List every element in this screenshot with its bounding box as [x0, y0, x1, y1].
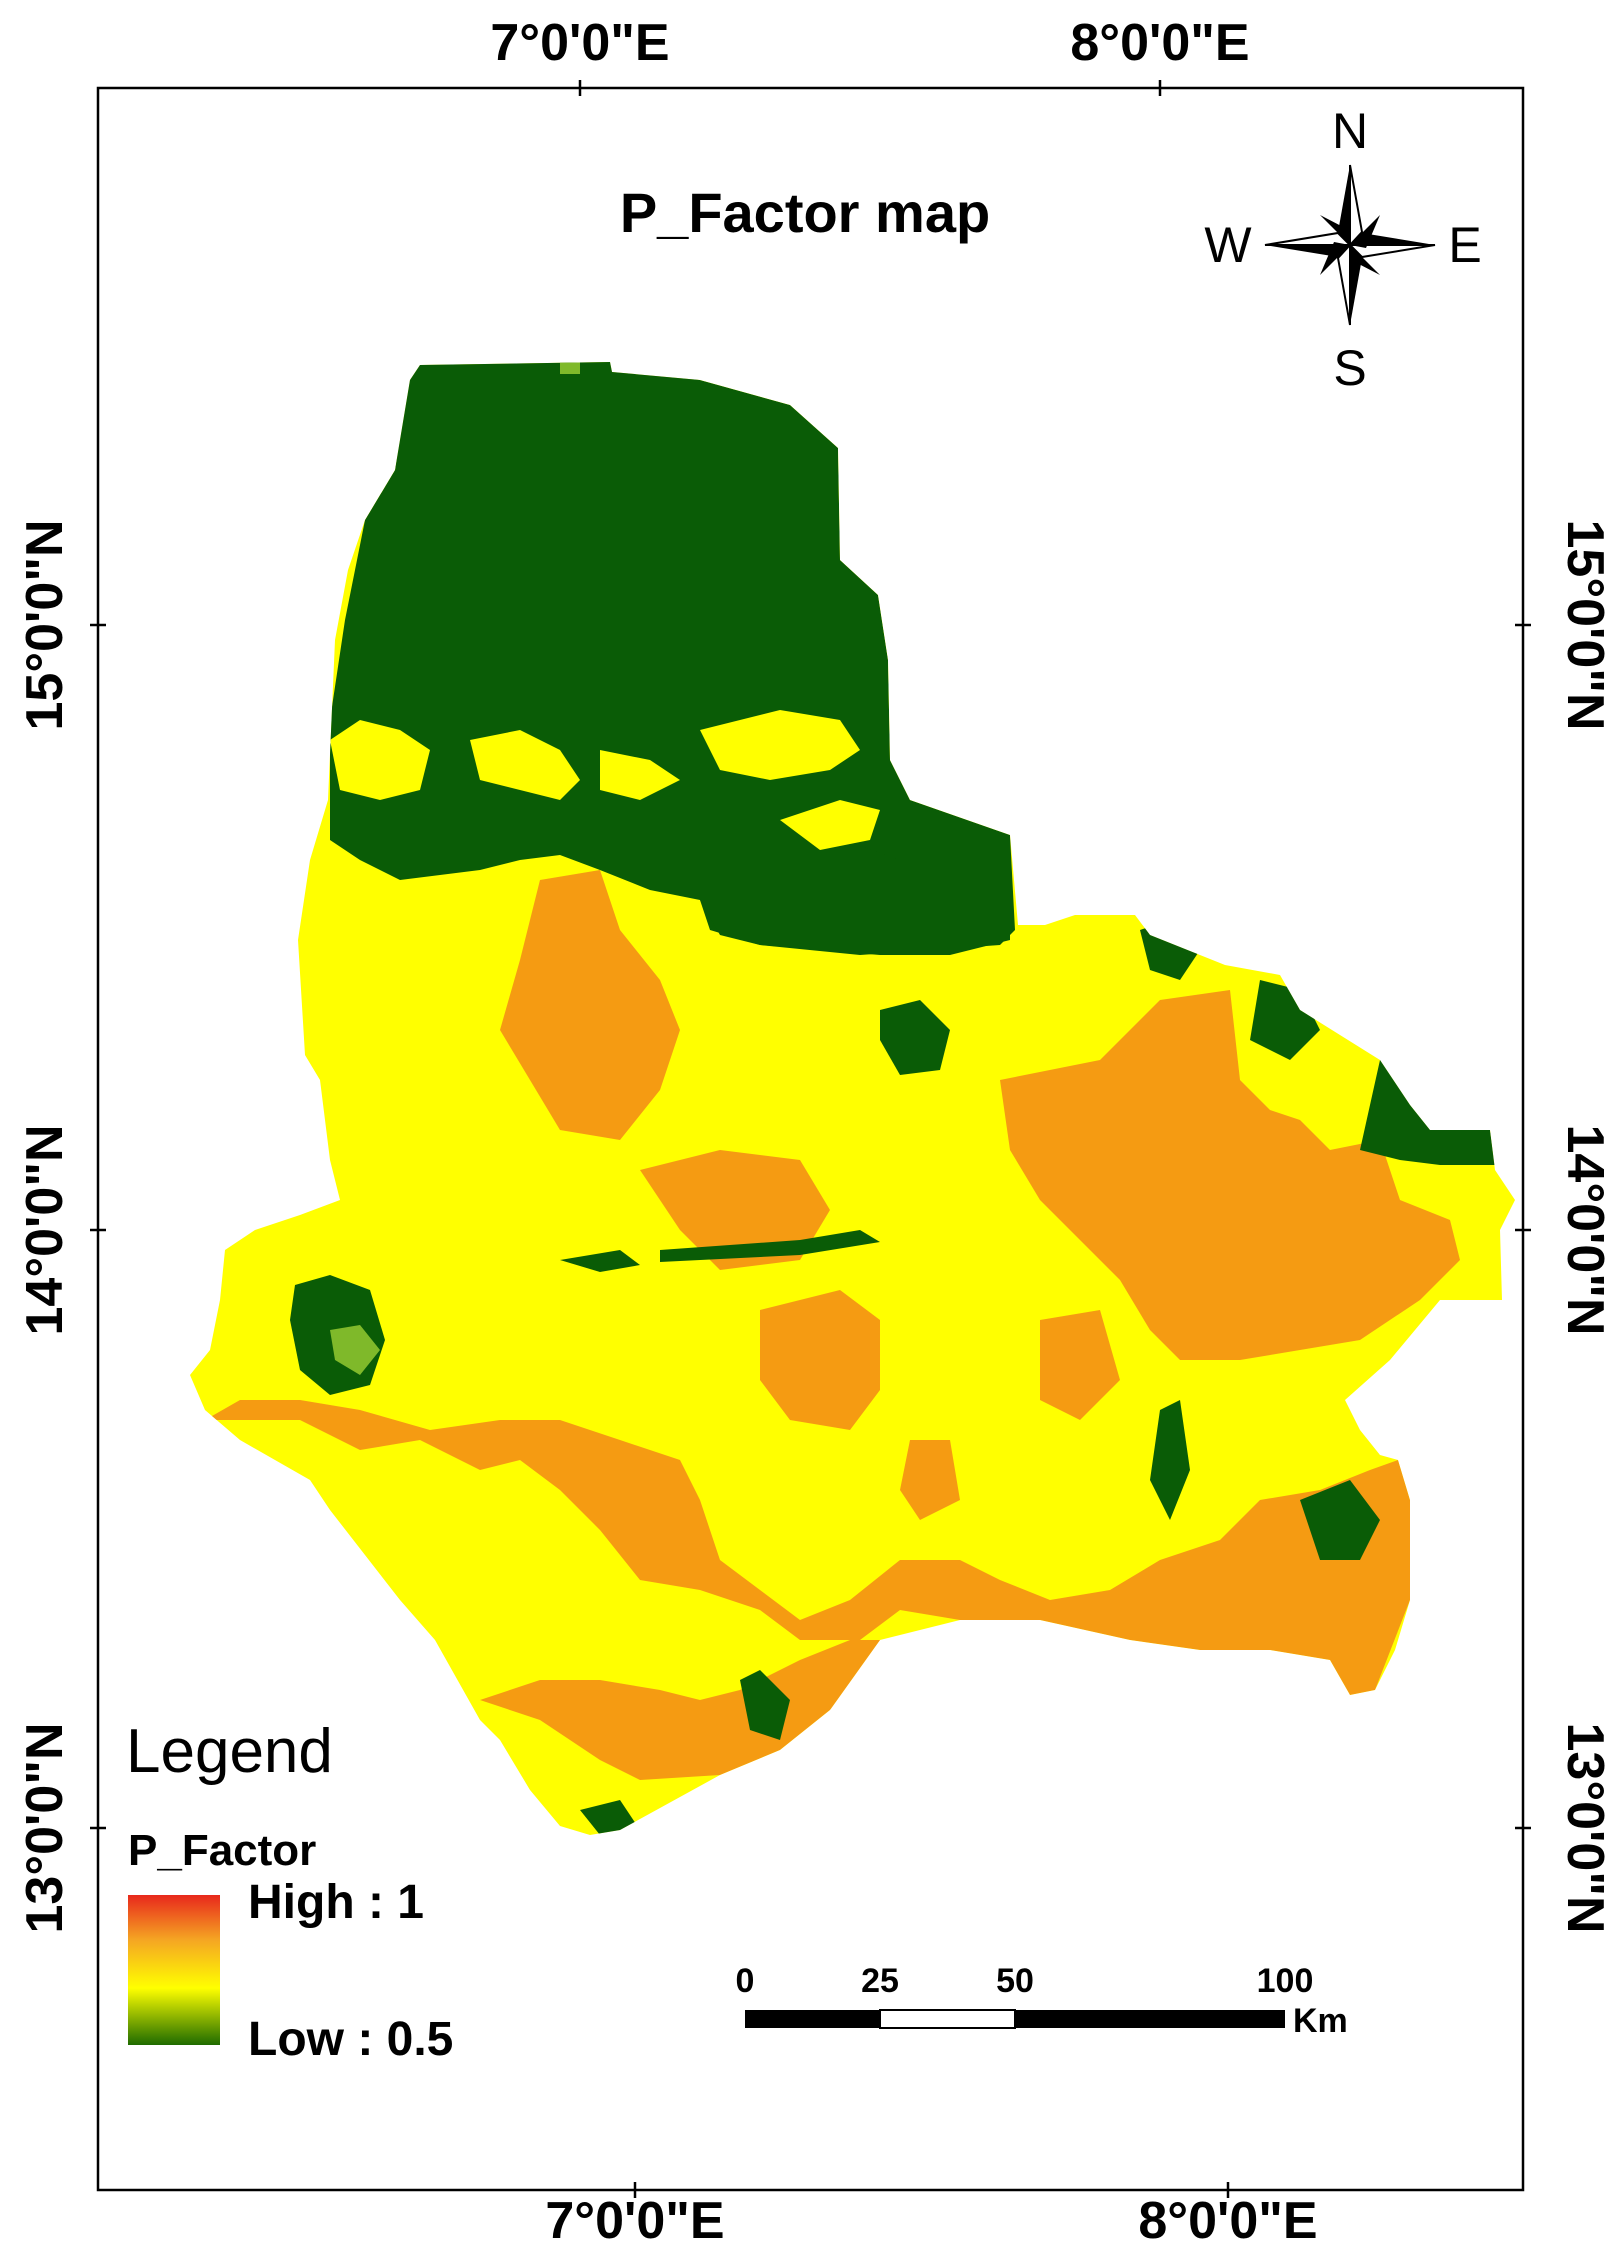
- legend-low-label: Low : 0.5: [248, 2013, 453, 2066]
- scale-tick-50: 50: [996, 1962, 1034, 2000]
- left-tick-label-13n: 13°0'0"N: [16, 1722, 74, 1933]
- map-title: P_Factor map: [620, 181, 990, 244]
- left-tick-label-14n: 14°0'0"N: [16, 1124, 74, 1335]
- scale-unit: Km: [1293, 2002, 1348, 2040]
- high-p-zones: [205, 870, 1460, 1780]
- legend-high-label: High : 1: [248, 1876, 424, 1929]
- map-frame: [96, 86, 1525, 2192]
- compass-north-label: N: [1332, 103, 1368, 159]
- scale-tick-25: 25: [861, 1962, 899, 2000]
- compass-south-label: S: [1333, 340, 1366, 396]
- legend-layer-name: P_Factor: [128, 1826, 316, 1875]
- legend: Legend P_Factor High : 1 Low : 0.5: [126, 1717, 453, 2066]
- compass-rose-icon: [1264, 164, 1436, 326]
- compass-east-label: E: [1448, 217, 1481, 273]
- right-tick-label-13n: 13°0'0"N: [1556, 1722, 1614, 1933]
- medium-low-zones: [330, 362, 580, 1375]
- scale-tick-0: 0: [736, 1962, 755, 2000]
- compass-west-label: W: [1204, 217, 1252, 273]
- top-tick-label-8e: 8°0'0"E: [1070, 14, 1249, 72]
- study-area-region: [190, 362, 1515, 1835]
- bottom-tick-label-8e: 8°0'0"E: [1138, 2192, 1317, 2250]
- bottom-tick-label-7e: 7°0'0"E: [545, 2192, 724, 2250]
- mixed-zones: [330, 710, 880, 850]
- left-tick-label-15n: 15°0'0"N: [16, 519, 74, 730]
- right-tick-label-15n: 15°0'0"N: [1556, 519, 1614, 730]
- right-tick-label-14n: 14°0'0"N: [1556, 1124, 1614, 1335]
- scale-bar: 0 25 50 100 Km: [736, 1962, 1348, 2040]
- legend-title: Legend: [126, 1717, 333, 1786]
- top-tick-label-7e: 7°0'0"E: [490, 14, 669, 72]
- graticule-ticks: [90, 80, 1531, 2198]
- legend-color-ramp: [128, 1895, 220, 2045]
- scale-tick-100: 100: [1257, 1962, 1314, 2000]
